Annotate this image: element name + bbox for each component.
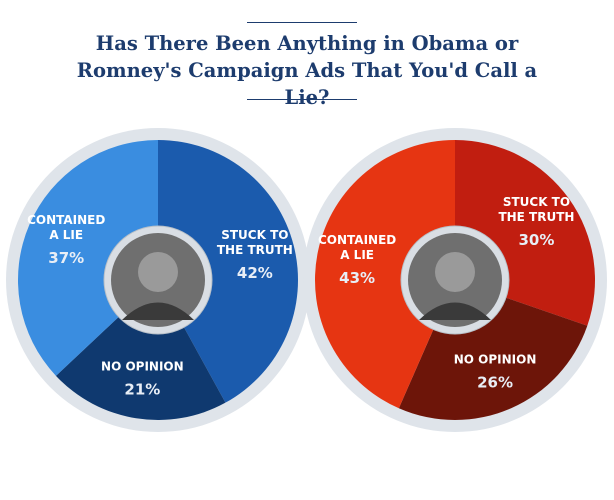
category-label: NO OPINION	[453, 352, 537, 367]
photo-face	[435, 252, 475, 292]
value-label: 37%	[48, 249, 85, 268]
value-label: 30%	[518, 230, 555, 249]
category-label: NO OPINION	[101, 359, 184, 374]
rule	[247, 99, 357, 100]
category-label: STUCK TO THE TRUTH	[216, 228, 293, 258]
pie-slice	[55, 280, 226, 420]
slice-label: NO OPINION 26%	[454, 352, 537, 391]
title: Has There Been Anything in Obama or Romn…	[76, 32, 538, 109]
photo-body	[419, 302, 491, 320]
pie-slice	[314, 140, 455, 409]
value-label: 42%	[236, 264, 273, 283]
slice-label: CONTAINED A LIE 43%	[318, 233, 396, 287]
slice-label: NO OPINION 21%	[101, 359, 184, 398]
pie-slice	[17, 140, 158, 376]
photo-face	[138, 252, 178, 292]
slice-label: STUCK TO THE TRUTH 42%	[217, 228, 293, 282]
value-label: 43%	[339, 268, 376, 287]
pie-slice	[158, 140, 298, 403]
slice-label: STUCK TO THE TRUTH 30%	[498, 195, 574, 249]
value-label: 21%	[124, 380, 161, 399]
value-label: 26%	[477, 373, 514, 392]
category-label: CONTAINED A LIE	[27, 213, 106, 243]
category-label: CONTAINED A LIE	[317, 232, 397, 262]
category-label: STUCK TO THE TRUTH	[498, 194, 575, 224]
slice-label: CONTAINED A LIE 37%	[27, 213, 105, 267]
photo-body	[122, 302, 194, 320]
rule	[247, 22, 357, 23]
